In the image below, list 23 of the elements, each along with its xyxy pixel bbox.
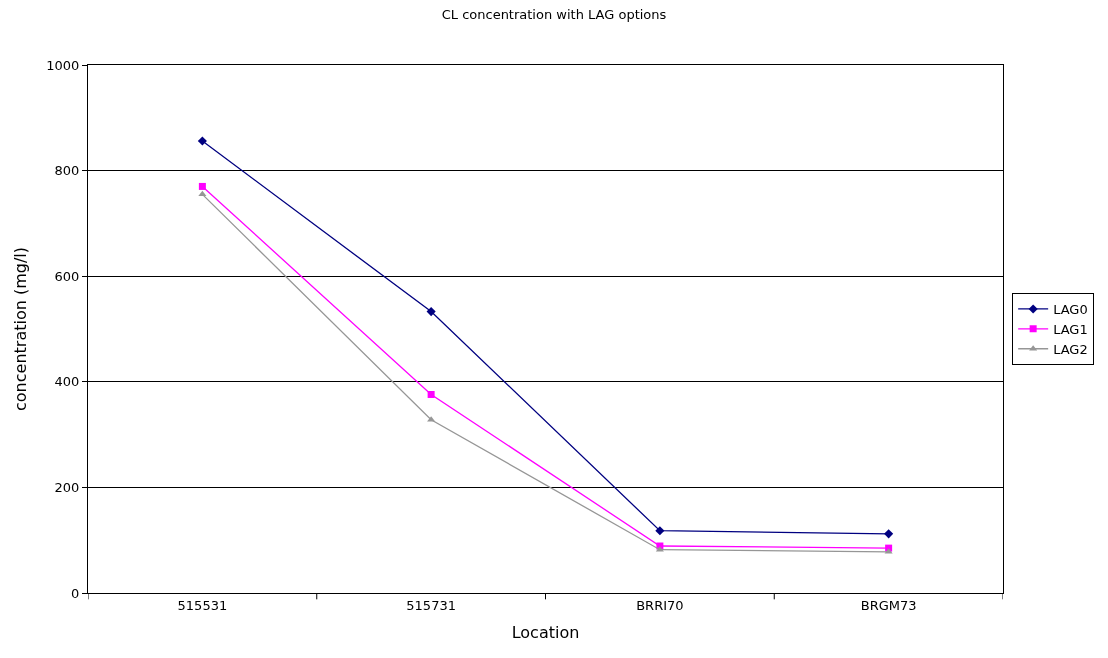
x-tick-label: 515531 [177, 597, 228, 613]
point [884, 529, 894, 539]
legend-label: LAG0 [1053, 302, 1088, 318]
x-tick-label: BRRI70 [636, 597, 684, 613]
point [427, 390, 435, 398]
y-tick-label: 0 [71, 585, 80, 601]
chart-title: CL concentration with LAG options [441, 6, 667, 22]
legend-label: LAG2 [1053, 341, 1088, 357]
y-axis-title: concentration (mg/l) [11, 247, 31, 411]
x-tick-label: BRGM73 [860, 597, 917, 613]
point [198, 182, 206, 190]
point [198, 190, 207, 197]
point [655, 526, 665, 536]
point [426, 307, 436, 317]
point [197, 136, 207, 146]
y-tick-label: 800 [54, 163, 80, 179]
y-tick-label: 400 [54, 374, 80, 390]
x-axis-title: Location [511, 623, 580, 643]
legend-label: LAG1 [1053, 321, 1088, 337]
x-tick-label: 515731 [406, 597, 456, 613]
y-tick-label: 1000 [46, 57, 80, 73]
y-tick-label: 600 [54, 268, 80, 284]
y-tick-label: 200 [54, 479, 80, 495]
